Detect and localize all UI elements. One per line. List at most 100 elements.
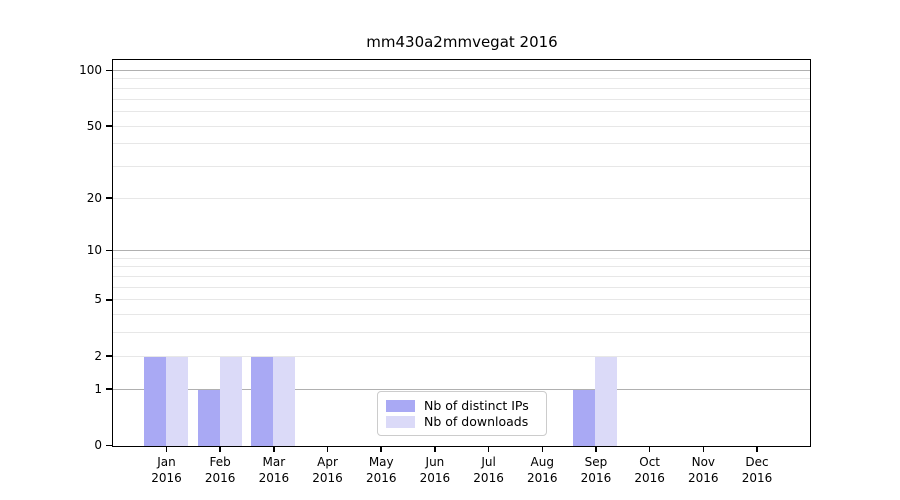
x-tick bbox=[219, 445, 221, 452]
x-tick-month: Aug bbox=[530, 454, 554, 469]
major-gridline bbox=[113, 388, 810, 390]
minor-gridline bbox=[113, 276, 810, 278]
x-tick-month: Jul bbox=[481, 454, 496, 469]
x-tick-month: Jan bbox=[157, 454, 176, 469]
x-tick-label: Mar 2016 bbox=[245, 454, 303, 486]
minor-gridline bbox=[113, 257, 810, 259]
minor-gridline bbox=[113, 332, 810, 334]
x-tick-label: Jun 2016 bbox=[406, 454, 464, 486]
x-tick bbox=[380, 445, 382, 452]
minor-gridline bbox=[113, 87, 810, 89]
minor-gridline bbox=[113, 78, 810, 80]
x-tick-month: Feb bbox=[209, 454, 231, 469]
x-tick bbox=[702, 445, 705, 452]
x-tick-year: 2016 bbox=[204, 470, 236, 485]
x-tick bbox=[541, 445, 544, 452]
y-tick-label: 10 bbox=[86, 243, 102, 258]
x-tick-year: 2016 bbox=[741, 470, 773, 485]
x-tick-year: 2016 bbox=[365, 470, 397, 485]
x-tick bbox=[756, 445, 758, 452]
minor-gridline bbox=[113, 197, 810, 199]
x-tick bbox=[648, 445, 651, 452]
y-tick-label: 20 bbox=[86, 190, 102, 205]
x-tick-label: Oct 2016 bbox=[621, 454, 679, 486]
minor-gridline bbox=[113, 143, 810, 145]
x-tick-year: 2016 bbox=[312, 470, 343, 485]
x-tick-label: Aug 2016 bbox=[513, 454, 571, 486]
minor-gridline bbox=[113, 299, 810, 301]
x-tick-label: May 2016 bbox=[352, 454, 410, 486]
x-tick-year: 2016 bbox=[258, 470, 290, 485]
y-tick bbox=[106, 125, 112, 127]
x-tick bbox=[326, 445, 329, 452]
y-tick-label: 5 bbox=[94, 292, 102, 307]
x-tick-month: Dec bbox=[745, 454, 769, 469]
x-tick-year: 2016 bbox=[526, 470, 558, 485]
major-gridline bbox=[113, 250, 810, 252]
x-tick-label: Jul 2016 bbox=[460, 454, 518, 486]
bar-distinct-ips bbox=[573, 389, 596, 446]
minor-gridline bbox=[113, 355, 810, 357]
x-tick-year: 2016 bbox=[419, 470, 451, 485]
y-tick bbox=[106, 444, 112, 447]
y-tick-label: 100 bbox=[79, 62, 102, 77]
y-tick-label: 2 bbox=[94, 348, 102, 363]
legend-label-downloads: Nb of downloads bbox=[424, 414, 529, 429]
minor-gridline bbox=[113, 266, 810, 268]
x-tick bbox=[487, 445, 490, 452]
x-tick bbox=[434, 445, 436, 452]
x-tick-year: 2016 bbox=[688, 470, 719, 485]
y-tick bbox=[106, 388, 112, 390]
x-tick bbox=[273, 445, 275, 452]
x-tick-month: Sep bbox=[584, 454, 608, 469]
legend: Nb of distinct IPs Nb of downloads bbox=[377, 391, 547, 436]
minor-gridline bbox=[113, 125, 810, 127]
legend-item-downloads: Nb of downloads bbox=[386, 414, 538, 429]
major-gridline bbox=[113, 69, 810, 72]
x-tick-month: Oct bbox=[639, 454, 660, 469]
minor-gridline bbox=[113, 286, 810, 288]
bar-distinct-ips bbox=[197, 389, 220, 446]
x-tick-label: Sep 2016 bbox=[567, 454, 625, 486]
x-tick bbox=[165, 445, 168, 452]
bar-downloads bbox=[595, 356, 618, 446]
x-tick-label: Nov 2016 bbox=[674, 454, 732, 486]
y-tick-label: 50 bbox=[86, 118, 102, 133]
minor-gridline bbox=[113, 165, 810, 167]
legend-swatch-distinct-ips bbox=[386, 399, 415, 412]
y-tick bbox=[106, 355, 112, 357]
y-tick bbox=[106, 69, 112, 72]
x-tick-month: Jun bbox=[425, 454, 445, 469]
bar-downloads bbox=[166, 356, 188, 446]
x-tick-month: Mar bbox=[262, 454, 286, 469]
minor-gridline bbox=[113, 110, 810, 112]
x-tick-label: Feb 2016 bbox=[191, 454, 249, 486]
legend-swatch-downloads bbox=[386, 415, 415, 428]
x-tick-month: May bbox=[368, 454, 394, 469]
x-tick-label: Dec 2016 bbox=[728, 454, 786, 486]
y-tick-label: 0 bbox=[94, 438, 102, 452]
x-tick-month: Apr bbox=[317, 454, 338, 469]
y-tick bbox=[106, 249, 112, 252]
y-tick bbox=[106, 197, 112, 199]
plot-area bbox=[112, 59, 811, 447]
x-tick-label: Apr 2016 bbox=[299, 454, 357, 486]
y-tick-label: 1 bbox=[94, 381, 102, 396]
legend-item-distinct-ips: Nb of distinct IPs bbox=[386, 398, 538, 413]
bar-downloads bbox=[219, 356, 242, 446]
minor-gridline bbox=[113, 98, 810, 100]
bar-downloads bbox=[273, 356, 296, 446]
chart-title: mm430a2mmvegat 2016 bbox=[366, 33, 558, 51]
x-tick-month: Nov bbox=[691, 454, 716, 469]
x-tick-year: 2016 bbox=[580, 470, 612, 485]
x-tick bbox=[595, 445, 597, 452]
y-tick bbox=[106, 299, 112, 301]
legend-label-distinct-ips: Nb of distinct IPs bbox=[424, 398, 529, 413]
x-tick-label: Jan 2016 bbox=[138, 454, 196, 486]
x-tick-year: 2016 bbox=[634, 470, 665, 485]
x-tick-year: 2016 bbox=[151, 470, 182, 485]
minor-gridline bbox=[113, 314, 810, 316]
x-tick-year: 2016 bbox=[473, 470, 504, 485]
bar-distinct-ips bbox=[144, 356, 166, 446]
